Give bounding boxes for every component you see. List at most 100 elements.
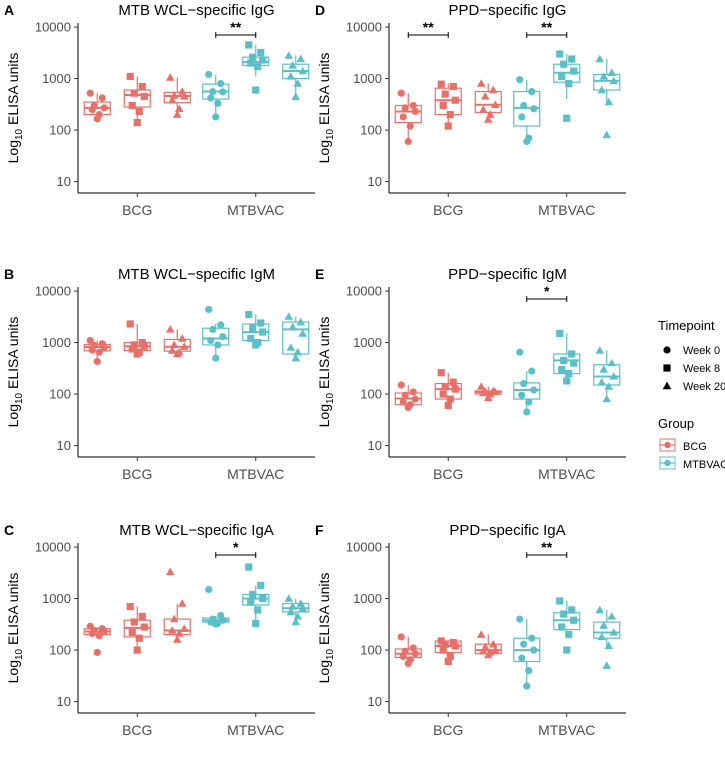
data-point: [172, 635, 182, 643]
legend-group-key-dot: [664, 459, 671, 467]
y-tick-label: 10000: [346, 20, 382, 35]
y-tick-label: 100: [360, 643, 382, 658]
data-point: [411, 395, 419, 403]
data-point: [563, 646, 571, 654]
data-point: [439, 390, 447, 398]
data-point: [556, 597, 564, 605]
legend-timepoint-label: Week 8: [683, 363, 720, 375]
box-bcg-square: [123, 320, 151, 358]
y-axis-label-subscript: 10: [325, 648, 336, 660]
data-point: [179, 624, 189, 632]
data-point: [286, 343, 296, 351]
x-tick-label: MTBVAC: [538, 722, 595, 738]
data-point: [595, 346, 605, 354]
data-point: [563, 377, 571, 385]
y-tick-label: 10: [368, 694, 382, 709]
box-bcg-circle: [83, 89, 111, 123]
data-point: [140, 623, 148, 631]
legend-timepoint-item: Week 20: [662, 381, 725, 393]
data-point: [298, 329, 308, 337]
data-point: [558, 623, 566, 631]
box-bcg-circle: [394, 381, 422, 412]
data-point: [214, 341, 222, 349]
data-point: [604, 382, 614, 390]
data-point: [518, 113, 526, 121]
panel-letter: C: [4, 522, 14, 538]
y-tick-label: 10000: [35, 540, 71, 555]
data-point: [478, 388, 488, 397]
data-point: [296, 54, 306, 63]
legend-timepoint-items: Week 0 Week 8 Week 20: [662, 345, 725, 393]
data-point: [291, 353, 301, 362]
data-point: [288, 602, 298, 610]
data-point: [245, 563, 253, 571]
data-point: [449, 82, 457, 91]
x-tick-label: BCG: [122, 466, 152, 482]
data-point: [560, 610, 568, 618]
y-axis-label: Log10 ELISA units: [5, 573, 25, 684]
data-point: [609, 628, 619, 636]
box-bcg-triangle: [474, 630, 502, 659]
legend-shape-circle: [663, 346, 671, 354]
data-point: [177, 87, 187, 95]
data-point: [252, 341, 260, 349]
data-point: [165, 73, 175, 81]
data-point: [247, 598, 255, 606]
data-point: [520, 640, 528, 648]
box-mtbvac-triangle: [593, 605, 621, 669]
data-point: [209, 325, 217, 334]
data-point: [565, 630, 573, 639]
data-point: [247, 334, 255, 343]
box-iqr: [593, 364, 621, 386]
data-point: [207, 94, 215, 102]
box-mtbvac-triangle: [282, 51, 310, 101]
data-point: [128, 101, 136, 110]
data-point: [93, 648, 101, 657]
data-point: [609, 372, 619, 380]
data-point: [172, 110, 182, 118]
box-mtbvac-square: [242, 310, 270, 349]
data-point: [597, 377, 607, 386]
data-point: [138, 82, 146, 91]
data-point: [293, 612, 303, 620]
data-point: [401, 391, 409, 399]
y-axis-label-prefix: Log: [316, 404, 332, 427]
y-axis-label-prefix: Log: [5, 140, 21, 163]
box-mtbvac-square: [242, 41, 270, 94]
panel-title: PPD−specific IgG: [449, 2, 567, 19]
data-point: [451, 385, 459, 393]
legend-group-label: BCG: [683, 441, 707, 453]
panel-title: PPD−specific IgM: [448, 266, 567, 283]
y-axis-label-subscript: 10: [14, 392, 25, 404]
data-point: [609, 76, 619, 85]
y-axis-label: Log10 ELISA units: [316, 53, 336, 164]
data-point: [406, 122, 414, 130]
data-point: [516, 348, 524, 356]
x-tick-label: BCG: [433, 722, 463, 738]
box-bcg-square: [123, 72, 151, 127]
box-mtbvac-square: [553, 329, 581, 385]
data-point: [437, 637, 445, 645]
data-point: [568, 55, 576, 63]
data-point: [219, 88, 227, 96]
significance-label: **: [541, 539, 552, 555]
data-point: [599, 365, 609, 373]
data-point: [437, 369, 445, 377]
y-tick-label: 100: [360, 387, 382, 402]
data-point: [399, 398, 407, 406]
box-iqr: [474, 90, 502, 114]
y-tick-label: 1000: [353, 591, 382, 606]
data-point: [488, 639, 498, 648]
data-point: [607, 612, 617, 620]
data-point: [217, 321, 225, 329]
data-point: [597, 632, 607, 641]
y-axis-label-suffix: ELISA units: [5, 573, 21, 649]
data-point: [209, 87, 217, 96]
y-tick-label: 10: [57, 694, 71, 709]
data-point: [525, 398, 533, 406]
data-point: [525, 666, 533, 675]
data-point: [288, 61, 298, 69]
panel-title: PPD−specific IgA: [449, 522, 565, 539]
